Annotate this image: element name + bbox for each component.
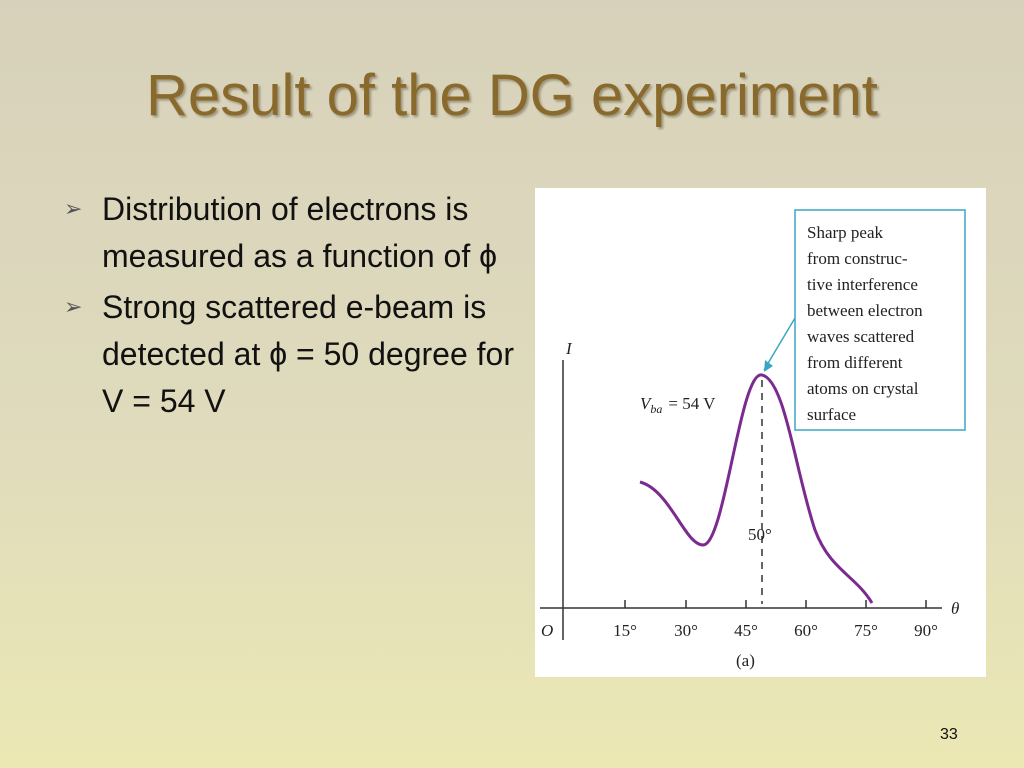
callout-line: from different [807, 353, 903, 372]
x-tick-label: 45° [734, 621, 758, 640]
callout-line: tive interference [807, 275, 918, 294]
intensity-curve [639, 373, 874, 604]
x-tick-label: 60° [794, 621, 818, 640]
x-ticks [624, 600, 927, 608]
x-tick-label: 15° [613, 621, 637, 640]
x-tick-label: 30° [674, 621, 698, 640]
slide-title: Result of the DG experiment [146, 63, 878, 128]
x-tick-label: 75° [854, 621, 878, 640]
voltage-symbol: V [640, 394, 653, 413]
callout-arrow [763, 317, 796, 371]
callout-line: Sharp peak [807, 223, 884, 242]
callout-text: Sharp peak from construc-tive interferenc… [807, 223, 923, 424]
x-tick-label: 90° [914, 621, 938, 640]
x-tick-labels: 15° 30° 45° 60° 75° 90° [613, 621, 938, 640]
callout-line: atoms on crystal [807, 379, 919, 398]
caption: (a) [736, 651, 755, 670]
voltage-subscript: ba [650, 402, 662, 416]
arrow-head [764, 360, 773, 372]
bullet: Distribution of electrons is measured as… [64, 186, 524, 280]
y-axis-label: I [565, 339, 573, 358]
callout-line: surface [807, 405, 856, 424]
page-number: 33 [940, 726, 958, 743]
callout-line: from construc- [807, 249, 908, 268]
bullet: Strong scattered e-beam is detected at ϕ… [64, 284, 524, 425]
callout-line: between electron [807, 301, 923, 320]
bullet-list: Distribution of electrons is measured as… [64, 186, 524, 429]
callout-line: waves scattered [807, 327, 915, 346]
x-axis-label: θ [951, 599, 959, 618]
peak-label: 50° [748, 525, 772, 544]
callout-box [794, 209, 966, 431]
voltage-label: Vba = 54 V [640, 394, 716, 416]
voltage-value: = 54 V [668, 394, 716, 413]
origin-label: O [541, 621, 553, 640]
figure-background [535, 188, 986, 677]
